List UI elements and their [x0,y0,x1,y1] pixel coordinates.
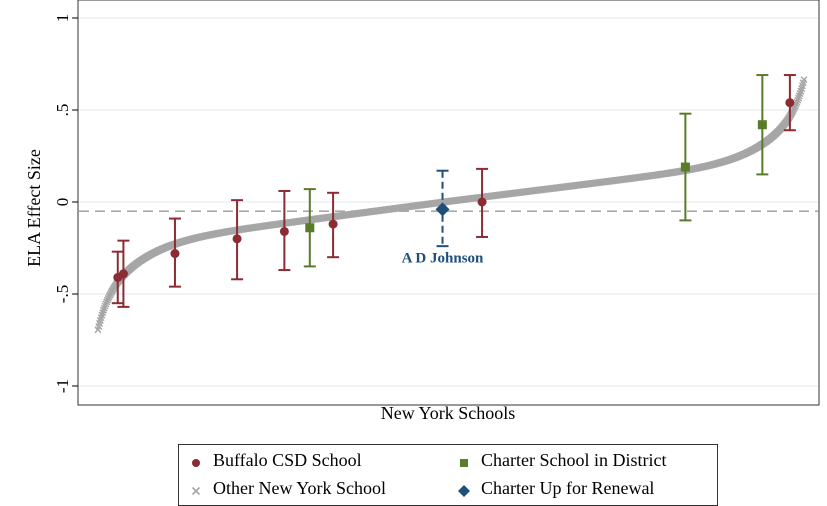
y-tick-label: .5 [53,104,72,117]
buffalo-school-point [279,226,289,236]
buffalo-school-point [170,249,180,259]
annotations-layer: A D Johnson [402,251,484,267]
legend-item-charter-district: Charter School in District [457,450,666,471]
other-school-marker [793,98,801,106]
buffalo-school-point [477,197,487,207]
legend: Buffalo CSD School Charter School in Dis… [178,444,718,506]
y-axis-title: ELA Effect Size [24,149,44,267]
diamond-marker-icon [457,482,471,497]
y-tick-label: -1 [53,379,72,393]
legend-label: Charter Up for Renewal [481,478,655,498]
x-marker-icon [189,482,203,496]
square-marker-icon [457,454,471,468]
circle-marker-icon [189,454,203,468]
charter-district-point [757,120,767,130]
charter-district-point [305,223,315,233]
other-school-marker [100,306,107,314]
legend-label: Charter School in District [481,450,667,470]
legend-item-renewal: Charter Up for Renewal [457,478,654,499]
other-school-marker [102,300,110,308]
other-school-marker [103,298,111,306]
other-school-marker [794,96,802,104]
buffalo-school-point [328,219,338,229]
y-tick-label: 0 [53,198,72,207]
legend-item-buffalo: Buffalo CSD School [189,450,362,471]
annotation-label: A D Johnson [402,251,484,267]
other-school-marker [100,304,108,312]
y-tick-label: 1 [53,14,72,23]
x-axis-title: New York Schools [381,403,516,423]
y-tick-label: -.5 [53,285,72,303]
buffalo-school-point [785,98,795,108]
other-schools-layer [94,76,808,334]
other-school-marker [101,302,109,310]
buffalo-school-point [118,269,128,279]
y-axis: 1 .5 0 -.5 -1 [53,14,78,393]
charter-renewal-point [435,202,450,217]
other-school-marker [795,94,802,102]
buffalo-school-point [232,234,242,244]
legend-label: Other New York School [213,478,386,498]
legend-item-other: Other New York School [189,478,386,499]
charter-district-point [680,162,690,172]
legend-label: Buffalo CSD School [213,450,362,470]
highlight-points-layer [113,98,795,282]
chart-svg: 1 .5 0 -.5 -1 A D Johnson ELA Effect Size Ne… [24,0,820,423]
other-school-marker [800,76,808,84]
